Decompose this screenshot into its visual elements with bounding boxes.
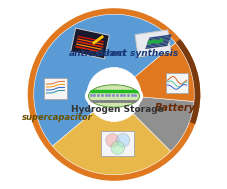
- Bar: [135, 30, 170, 57]
- Text: Battery: Battery: [154, 103, 195, 113]
- Circle shape: [111, 141, 124, 155]
- Bar: [101, 131, 134, 156]
- Circle shape: [27, 8, 200, 181]
- Circle shape: [105, 133, 119, 147]
- Text: Hydrogen Storage: Hydrogen Storage: [71, 105, 163, 114]
- Text: antioxidant: antioxidant: [68, 49, 126, 58]
- Wedge shape: [114, 94, 193, 151]
- Bar: [70, 28, 109, 59]
- Wedge shape: [52, 94, 170, 175]
- Bar: [44, 78, 67, 99]
- Ellipse shape: [88, 85, 139, 107]
- Bar: [165, 74, 188, 93]
- Text: direct synthesis: direct synthesis: [97, 49, 178, 58]
- Circle shape: [87, 67, 140, 122]
- Wedge shape: [114, 39, 200, 124]
- Circle shape: [116, 133, 129, 147]
- Wedge shape: [114, 43, 193, 101]
- Text: supercapacitor: supercapacitor: [22, 112, 93, 122]
- Wedge shape: [34, 14, 175, 146]
